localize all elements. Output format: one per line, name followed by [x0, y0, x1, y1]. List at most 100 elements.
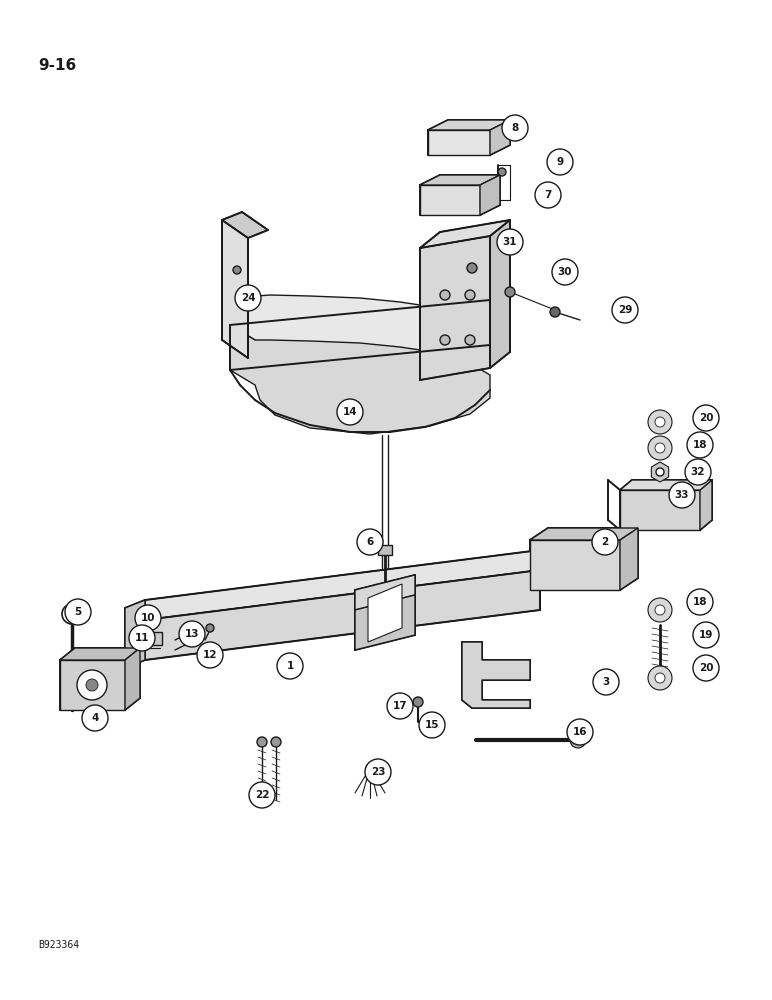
Circle shape [648, 410, 672, 434]
Text: 15: 15 [425, 720, 439, 730]
Circle shape [648, 436, 672, 460]
Text: 22: 22 [255, 790, 269, 800]
Circle shape [685, 459, 711, 485]
Polygon shape [355, 595, 415, 650]
Polygon shape [125, 648, 140, 710]
Polygon shape [530, 528, 638, 540]
Polygon shape [222, 220, 248, 358]
Circle shape [235, 285, 261, 311]
Text: 17: 17 [393, 701, 408, 711]
Circle shape [567, 719, 593, 745]
Text: 20: 20 [699, 663, 713, 673]
Circle shape [62, 604, 82, 624]
Polygon shape [145, 550, 540, 620]
Circle shape [550, 307, 560, 317]
Text: 31: 31 [503, 237, 517, 247]
Text: B923364: B923364 [38, 940, 79, 950]
Circle shape [179, 621, 205, 647]
Circle shape [257, 737, 267, 747]
Circle shape [206, 624, 214, 632]
Circle shape [440, 335, 450, 345]
Circle shape [655, 443, 665, 453]
Text: 8: 8 [511, 123, 519, 133]
Circle shape [129, 625, 155, 651]
Text: 9-16: 9-16 [38, 58, 76, 73]
Circle shape [77, 670, 107, 700]
Text: 14: 14 [343, 407, 357, 417]
Circle shape [592, 529, 618, 555]
Text: 10: 10 [141, 613, 155, 623]
Polygon shape [420, 236, 490, 380]
Polygon shape [420, 185, 480, 215]
Circle shape [86, 679, 98, 691]
Circle shape [467, 263, 477, 273]
Text: 33: 33 [675, 490, 689, 500]
Text: 19: 19 [699, 630, 713, 640]
Circle shape [687, 432, 713, 458]
Circle shape [593, 669, 619, 695]
Circle shape [387, 693, 413, 719]
Circle shape [249, 782, 275, 808]
Polygon shape [230, 325, 490, 434]
Polygon shape [148, 632, 162, 645]
Circle shape [505, 287, 515, 297]
Polygon shape [480, 175, 500, 215]
Polygon shape [490, 120, 510, 155]
Circle shape [350, 413, 360, 423]
Polygon shape [700, 480, 712, 530]
Circle shape [570, 732, 586, 748]
Text: 16: 16 [573, 727, 587, 737]
Text: 6: 6 [367, 537, 374, 547]
Polygon shape [222, 212, 268, 238]
Text: 11: 11 [135, 633, 149, 643]
Circle shape [687, 589, 713, 615]
Text: 24: 24 [241, 293, 256, 303]
Text: 9: 9 [557, 157, 564, 167]
Circle shape [693, 655, 719, 681]
Polygon shape [530, 540, 620, 590]
Polygon shape [620, 480, 712, 490]
Circle shape [233, 266, 241, 274]
Text: 18: 18 [692, 440, 707, 450]
Text: 13: 13 [185, 629, 199, 639]
Circle shape [65, 599, 91, 625]
Circle shape [271, 737, 281, 747]
Circle shape [413, 697, 423, 707]
Circle shape [502, 115, 528, 141]
Polygon shape [462, 642, 530, 708]
Polygon shape [60, 660, 125, 710]
Circle shape [357, 529, 383, 555]
Text: 7: 7 [544, 190, 552, 200]
Polygon shape [420, 175, 500, 185]
Circle shape [669, 482, 695, 508]
Circle shape [655, 673, 665, 683]
Circle shape [693, 622, 719, 648]
Circle shape [197, 642, 223, 668]
Circle shape [440, 290, 450, 300]
Text: 2: 2 [601, 537, 608, 547]
Circle shape [655, 605, 665, 615]
Circle shape [535, 182, 561, 208]
Text: 32: 32 [691, 467, 706, 477]
Circle shape [656, 468, 664, 476]
Circle shape [465, 335, 475, 345]
Text: 12: 12 [203, 650, 217, 660]
Circle shape [436, 721, 444, 729]
Polygon shape [145, 570, 540, 660]
Text: 18: 18 [692, 597, 707, 607]
Text: 4: 4 [91, 713, 99, 723]
Polygon shape [428, 130, 490, 155]
Circle shape [648, 598, 672, 622]
Polygon shape [60, 648, 140, 660]
Circle shape [693, 405, 719, 431]
Polygon shape [230, 295, 490, 388]
Circle shape [547, 149, 573, 175]
Text: 20: 20 [699, 413, 713, 423]
Polygon shape [652, 462, 669, 482]
Polygon shape [378, 545, 392, 555]
Circle shape [277, 653, 303, 679]
Polygon shape [368, 584, 402, 642]
Polygon shape [420, 220, 510, 248]
Circle shape [497, 229, 523, 255]
Circle shape [365, 759, 391, 785]
